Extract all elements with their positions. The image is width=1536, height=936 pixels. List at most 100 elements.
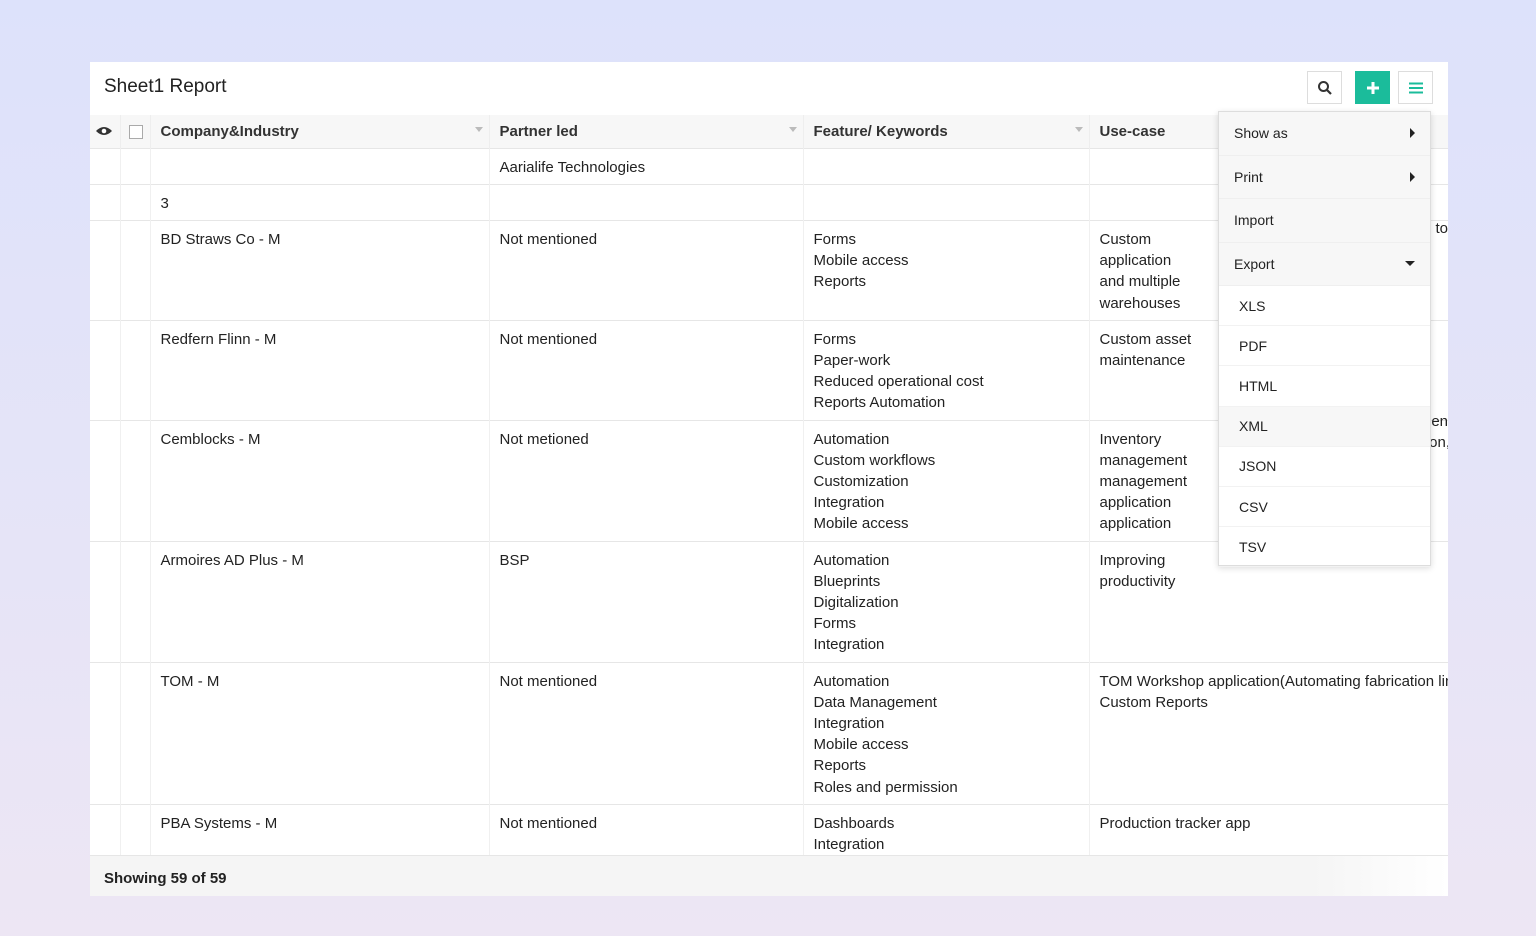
caret-down-icon bbox=[1405, 261, 1415, 267]
usecase-line: Inventory management bbox=[1099, 430, 1188, 469]
feature-keyword: Mobile access bbox=[813, 736, 909, 754]
export-option-csv[interactable]: CSV bbox=[1219, 487, 1430, 528]
row-checkbox-cell bbox=[120, 661, 151, 805]
feature-cell: Forms Mobile access Reports bbox=[803, 219, 1090, 321]
partner-value: Aarialife Technologies bbox=[499, 158, 646, 176]
company-cell: Redfern Flinn - M bbox=[150, 319, 490, 421]
partner-value: Not metioned bbox=[499, 430, 589, 448]
feature-keyword: Roles and permission bbox=[813, 778, 958, 796]
usecase-line: application bbox=[1099, 515, 1172, 533]
usecase-line: Production tracker app bbox=[1099, 814, 1251, 832]
options-menu: Show as Print Import Export XLS PDF HTML XM… bbox=[1218, 111, 1431, 568]
row-checkbox-cell bbox=[120, 147, 151, 185]
feature-keyword: Integration bbox=[813, 636, 885, 654]
partner-value: Not mentioned bbox=[499, 672, 598, 690]
export-option-tsv[interactable]: TSV bbox=[1219, 527, 1430, 568]
company-cell: 3 bbox=[150, 183, 490, 221]
row-checkbox-cell bbox=[120, 219, 151, 321]
column-header-feature[interactable]: Feature/ Keywords bbox=[803, 115, 1090, 148]
row-eye-cell bbox=[90, 183, 121, 221]
feature-keyword: Reports bbox=[813, 273, 867, 291]
menu-button[interactable] bbox=[1398, 71, 1433, 104]
table-row[interactable]: TOM - M Not mentioned Automation Data Manag… bbox=[90, 661, 1448, 805]
usecase-line: Custom application bbox=[1099, 230, 1172, 270]
search-button[interactable] bbox=[1307, 71, 1342, 104]
usecase-line: Custom Reports bbox=[1099, 693, 1208, 711]
company-name: Armoires AD Plus - M bbox=[160, 551, 304, 569]
search-icon bbox=[1317, 80, 1332, 95]
usecase-cell: TOM Workshop application(Automating fabr… bbox=[1089, 661, 1448, 805]
feature-cell: Forms Paper-work Reduced operational cost R… bbox=[803, 319, 1090, 421]
row-checkbox-cell bbox=[120, 540, 151, 663]
partner-cell: Not metioned bbox=[489, 419, 804, 542]
company-cell: BD Straws Co - M bbox=[150, 219, 490, 321]
caret-right-icon bbox=[1410, 171, 1415, 182]
row-eye-cell bbox=[90, 540, 121, 663]
row-eye-cell bbox=[90, 661, 121, 805]
row-checkbox-cell bbox=[120, 319, 151, 421]
usecase-fragment: en bbox=[1431, 413, 1448, 430]
feature-keyword: Digitalization bbox=[813, 593, 899, 611]
export-option-json[interactable]: JSON bbox=[1219, 447, 1430, 487]
usecase-line: Improving productivity bbox=[1099, 551, 1176, 590]
feature-keyword: Forms bbox=[813, 615, 857, 633]
hamburger-icon bbox=[1408, 82, 1423, 93]
export-option-pdf[interactable]: PDF bbox=[1219, 326, 1430, 367]
usecase-line: and multiple warehouses bbox=[1099, 273, 1181, 312]
feature-keyword: Paper-work bbox=[813, 351, 891, 369]
menu-item-print[interactable]: Print bbox=[1219, 155, 1430, 199]
company-name: BD Straws Co - M bbox=[160, 230, 281, 248]
partner-cell: Not mentioned bbox=[489, 219, 804, 321]
feature-keyword: Reports bbox=[813, 757, 867, 775]
row-eye-cell bbox=[90, 419, 121, 542]
sort-icon[interactable] bbox=[788, 127, 797, 132]
column-header-partner[interactable]: Partner led bbox=[489, 115, 804, 148]
company-name: Cemblocks - M bbox=[160, 430, 261, 448]
export-option-xls[interactable]: XLS bbox=[1219, 286, 1430, 327]
menu-item-export[interactable]: Export bbox=[1219, 242, 1430, 286]
feature-keyword: Customization bbox=[813, 472, 909, 490]
menu-item-import[interactable]: Import bbox=[1219, 199, 1430, 243]
partner-value: Not mentioned bbox=[499, 814, 598, 832]
usecase-line: TOM Workshop application(Automating fabr… bbox=[1099, 672, 1448, 690]
feature-keyword: Dashboards bbox=[813, 814, 895, 832]
company-name: Redfern Flinn - M bbox=[160, 330, 277, 348]
feature-keyword: Reports Automation bbox=[813, 394, 946, 412]
feature-cell bbox=[803, 147, 1090, 185]
select-all-checkbox[interactable] bbox=[128, 124, 143, 139]
caret-right-icon bbox=[1410, 128, 1415, 139]
plus-icon bbox=[1366, 81, 1379, 94]
partner-value: Not mentioned bbox=[499, 230, 598, 248]
company-name: PBA Systems - M bbox=[160, 814, 278, 832]
menu-item-show-as[interactable]: Show as bbox=[1219, 112, 1430, 156]
add-button[interactable] bbox=[1355, 71, 1390, 104]
page-title: Sheet1 Report bbox=[104, 76, 227, 97]
partner-cell: BSP bbox=[489, 540, 804, 663]
export-option-html[interactable]: HTML bbox=[1219, 366, 1430, 407]
feature-keyword: Automation bbox=[813, 430, 890, 448]
visibility-toggle[interactable] bbox=[90, 115, 121, 148]
row-checkbox-cell bbox=[120, 419, 151, 542]
company-cell: TOM - M bbox=[150, 661, 490, 805]
feature-keyword: Integration bbox=[813, 835, 885, 853]
feature-keyword: Automation bbox=[813, 551, 890, 569]
feature-keyword: Data Management bbox=[813, 693, 937, 711]
footer-status: Showing 59 of 59 bbox=[90, 855, 1448, 896]
row-eye-cell bbox=[90, 147, 121, 185]
feature-cell bbox=[803, 183, 1090, 221]
row-eye-cell bbox=[90, 319, 121, 421]
partner-cell bbox=[489, 183, 804, 221]
column-header-company[interactable]: Company&Industry bbox=[150, 115, 490, 148]
usecase-line: management application bbox=[1099, 472, 1188, 512]
feature-cell: Automation Blueprints Digitalization Forms I… bbox=[803, 540, 1090, 663]
sort-icon[interactable] bbox=[474, 127, 483, 132]
company-cell: Armoires AD Plus - M bbox=[150, 540, 490, 663]
feature-keyword: Mobile access bbox=[813, 515, 909, 533]
export-option-xml[interactable]: XML bbox=[1219, 406, 1430, 447]
partner-value: BSP bbox=[499, 551, 530, 569]
company-cell bbox=[150, 147, 490, 185]
eye-icon bbox=[96, 126, 112, 135]
sort-icon[interactable] bbox=[1074, 127, 1083, 132]
feature-keyword: Forms bbox=[813, 330, 857, 348]
row-checkbox-cell bbox=[120, 183, 151, 221]
